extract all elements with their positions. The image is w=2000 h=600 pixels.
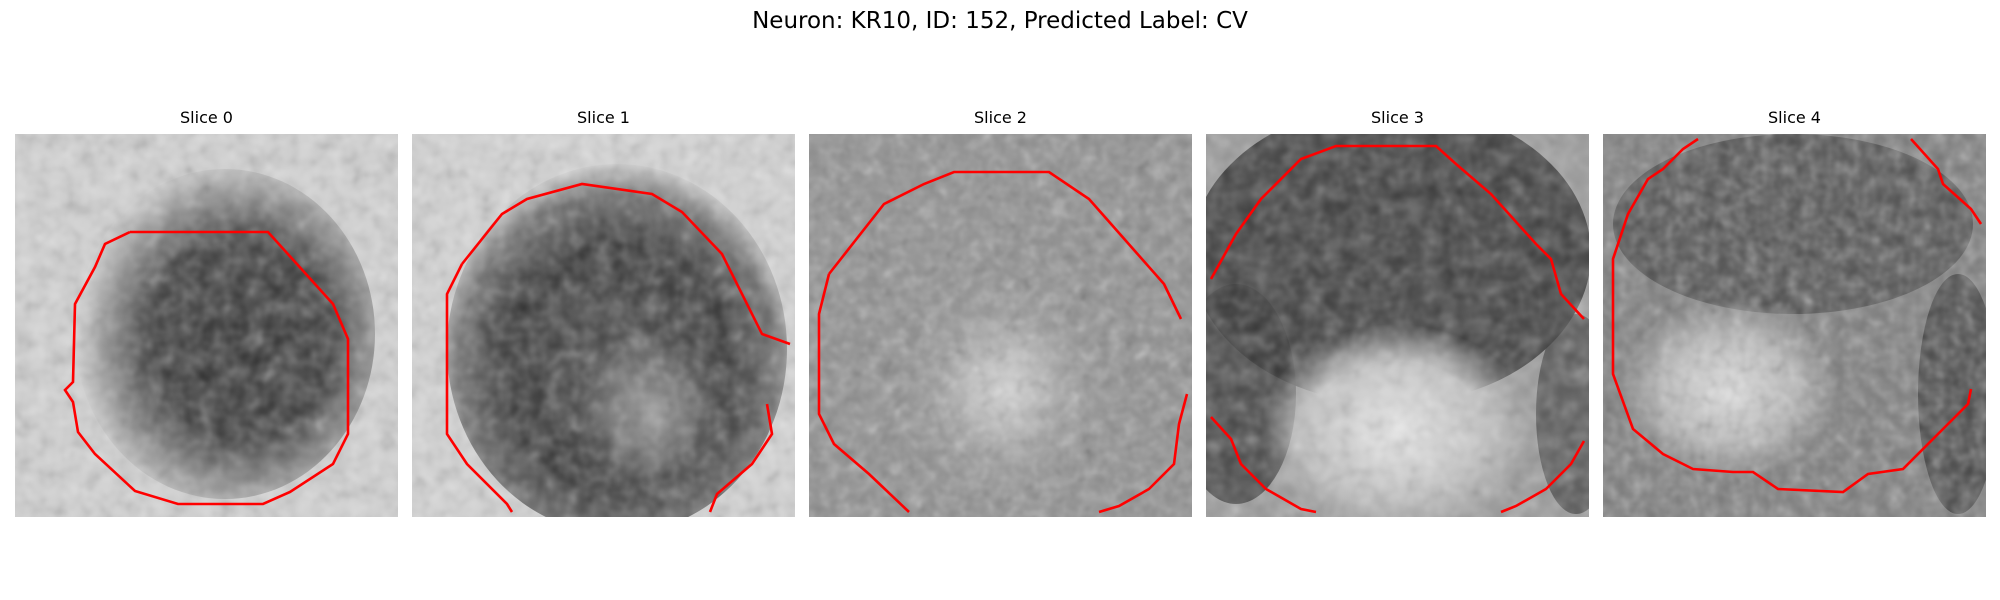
slice-title-3: Slice 3 [1371,108,1424,127]
contour-line [445,263,514,513]
slice-panel-2: Slice 2 [809,108,1192,517]
slice-title-4: Slice 4 [1768,108,1821,127]
contour-line [460,182,791,346]
slice-image-0 [15,134,398,517]
contour-line [817,273,910,513]
slice-image-2 [809,134,1192,517]
slice-title-1: Slice 1 [577,108,630,127]
contour-line [827,170,1183,320]
slice-image-1 [412,134,795,517]
slice-panel-4: Slice 4 [1603,108,1986,517]
contour-line [1210,416,1317,514]
contour-line [1209,144,1585,320]
slice-panel-0: Slice 0 [15,108,398,517]
contour-line [63,230,350,506]
slice-image-4 [1603,134,1986,517]
slice-title-2: Slice 2 [974,108,1027,127]
figure-title: Neuron: KR10, ID: 152, Predicted Label: … [752,8,1248,34]
slice-title-0: Slice 0 [180,108,233,127]
slice-panel-3: Slice 3 [1206,108,1589,517]
contour-line [1611,137,1973,494]
contour-line [708,403,774,513]
contour-line [1098,393,1189,514]
slice-image-3 [1206,134,1589,517]
contour-line [1500,440,1586,514]
slice-panel-1: Slice 1 [412,108,795,517]
contour-line [1910,138,1983,225]
